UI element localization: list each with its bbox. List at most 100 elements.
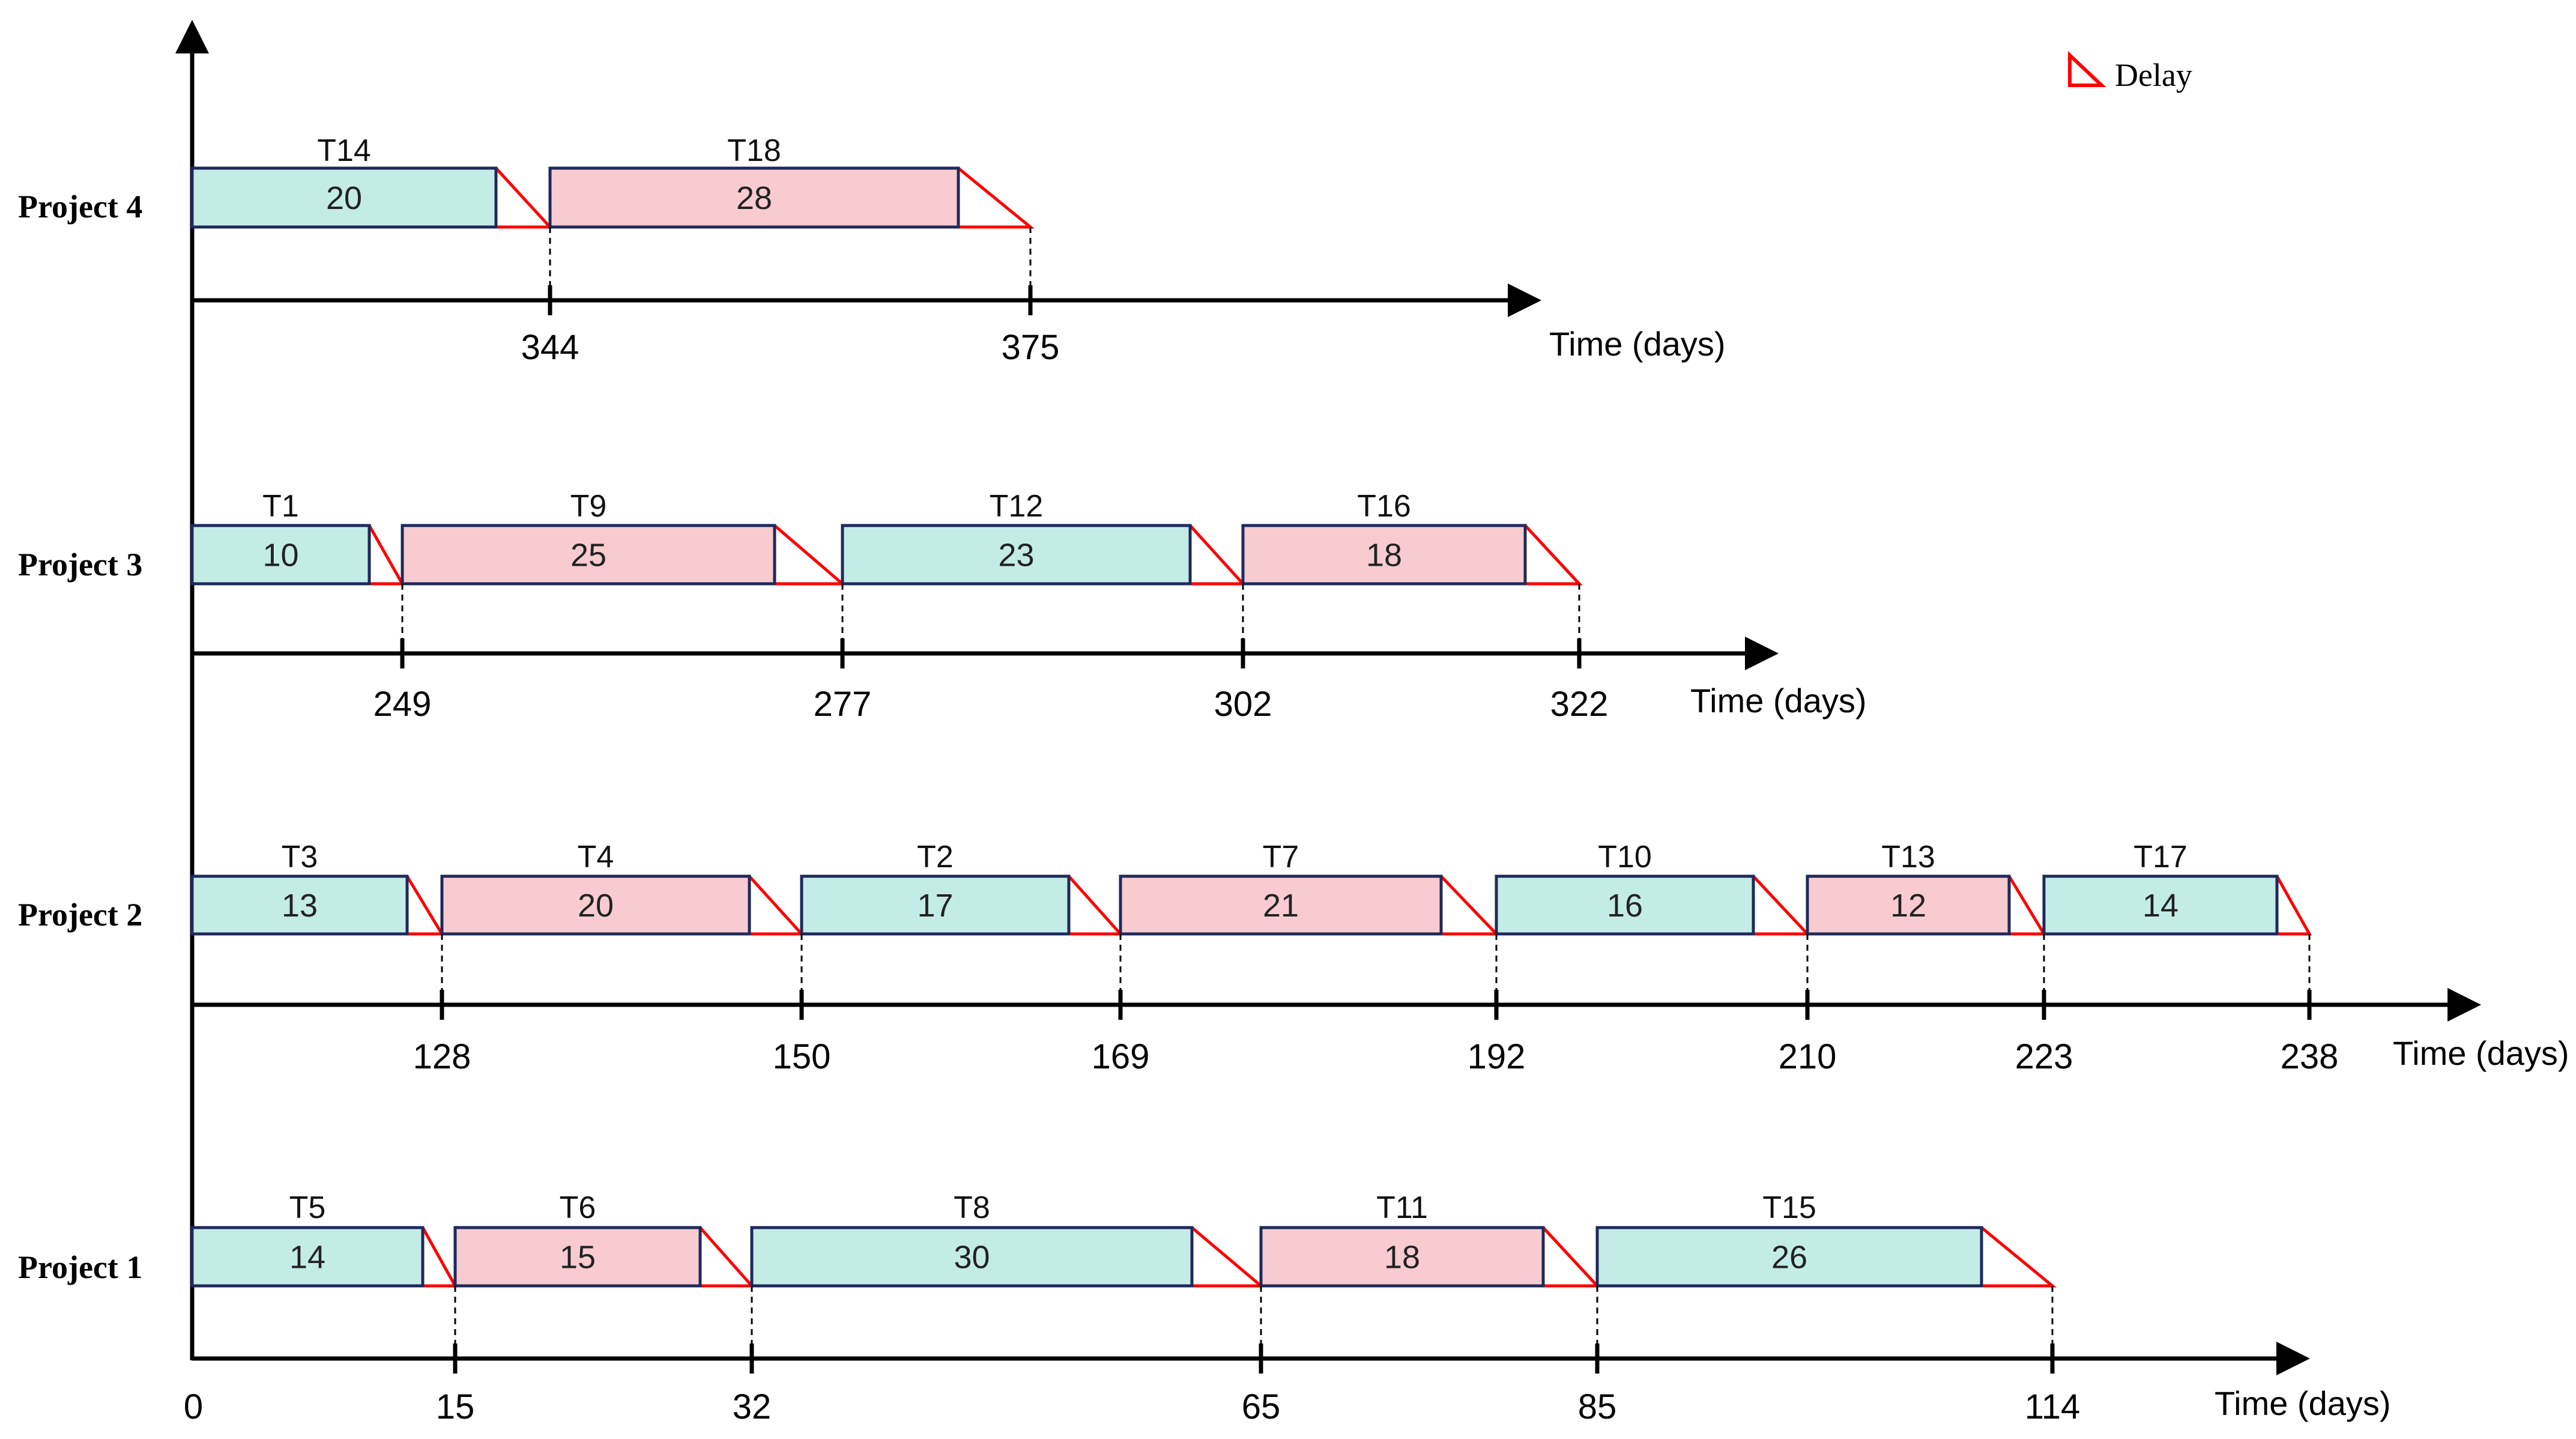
delay-triangle — [748, 875, 805, 936]
delay-triangle — [1524, 524, 1583, 586]
task-bar — [1495, 874, 1755, 936]
milestone-label: 249 — [373, 685, 432, 724]
task-duration-label: 12 — [1890, 888, 1926, 924]
project-4-axis-title: Time (days) — [1549, 325, 1726, 363]
task-id-label: T10 — [1598, 840, 1652, 874]
task-bar — [750, 1226, 1194, 1288]
project-1-axis-title: Time (days) — [2215, 1384, 2391, 1422]
task-bar — [2042, 874, 2279, 936]
milestone-label: 32 — [733, 1387, 772, 1426]
delay-triangle — [1752, 875, 1811, 936]
milestone-label: 15 — [436, 1387, 475, 1426]
task-bar — [401, 524, 776, 586]
task-duration-label: 13 — [282, 888, 318, 924]
task-bar — [190, 524, 371, 586]
task-bar — [1241, 524, 1527, 586]
project-2-axis-title: Time (days) — [2393, 1034, 2569, 1072]
milestone-label: 128 — [413, 1037, 471, 1076]
task-id-label: T13 — [1881, 840, 1935, 874]
milestone-label: 150 — [773, 1037, 831, 1076]
task-duration-label: 20 — [326, 180, 362, 216]
task-id-label: T5 — [289, 1190, 326, 1225]
task-id-label: T11 — [1376, 1190, 1428, 1225]
task-id-label: T15 — [1762, 1190, 1816, 1225]
task-id-label: T6 — [560, 1190, 596, 1225]
task-duration-label: 17 — [917, 888, 953, 924]
milestone-label: 238 — [2281, 1037, 2339, 1076]
task-id-label: T4 — [578, 840, 614, 874]
legend: Delay — [2068, 51, 2192, 93]
task-bar — [190, 166, 498, 229]
delay-triangle — [1542, 1226, 1601, 1288]
task-bar — [190, 874, 409, 936]
delay-triangle — [1189, 524, 1247, 586]
project-2-label: Project 2 — [18, 897, 142, 933]
task-id-label: T14 — [317, 133, 371, 168]
task-bar — [440, 874, 751, 936]
project-3-axis-title: Time (days) — [1690, 682, 1867, 720]
task-id-label: T18 — [727, 133, 781, 168]
delay-triangle — [2275, 875, 2312, 936]
task-duration-label: 26 — [1771, 1240, 1807, 1276]
task-bar — [190, 1226, 425, 1288]
task-id-label: T8 — [954, 1190, 990, 1225]
delay-triangle — [495, 167, 554, 229]
task-duration-label: 16 — [1607, 888, 1643, 924]
project-4-label: Project 4 — [18, 189, 142, 225]
task-bar — [548, 166, 960, 229]
project-1-label: Project 1 — [18, 1249, 142, 1285]
task-bar — [800, 874, 1071, 936]
task-id-label: T12 — [990, 489, 1044, 524]
task-id-label: T2 — [917, 840, 954, 874]
task-duration-label: 30 — [954, 1240, 990, 1276]
delay-triangle — [1980, 1226, 2057, 1288]
delay-triangle-icon — [2068, 51, 2106, 87]
delay-triangle — [405, 875, 445, 936]
delay-triangle — [773, 524, 847, 586]
task-duration-label: 18 — [1384, 1240, 1420, 1276]
delay-triangle — [1440, 875, 1500, 936]
task-duration-label: 21 — [1263, 888, 1299, 924]
delay-triangle — [699, 1226, 755, 1288]
task-duration-label: 20 — [578, 888, 614, 924]
task-duration-label: 28 — [736, 180, 772, 216]
task-duration-label: 15 — [560, 1240, 596, 1276]
milestone-label: 344 — [521, 328, 579, 367]
delay-triangle — [2007, 875, 2047, 936]
legend-label: Delay — [2115, 57, 2192, 93]
task-duration-label: 10 — [262, 538, 298, 574]
milestone-label: 375 — [1002, 328, 1060, 367]
task-bar — [1595, 1226, 1983, 1288]
task-id-label: T1 — [262, 489, 299, 524]
milestone-label: 277 — [814, 685, 872, 724]
milestone-label: 85 — [1578, 1387, 1617, 1426]
project-3-label: Project 3 — [18, 547, 142, 583]
delay-triangle — [367, 524, 405, 586]
task-id-label: T9 — [570, 489, 607, 524]
delay-triangle — [1068, 875, 1124, 936]
task-duration-label: 18 — [1366, 538, 1402, 574]
milestone-label: 65 — [1242, 1387, 1281, 1426]
task-duration-label: 25 — [570, 538, 606, 574]
delay-triangle — [1191, 1226, 1265, 1288]
task-bar — [453, 1226, 702, 1288]
task-id-label: T7 — [1263, 840, 1299, 874]
